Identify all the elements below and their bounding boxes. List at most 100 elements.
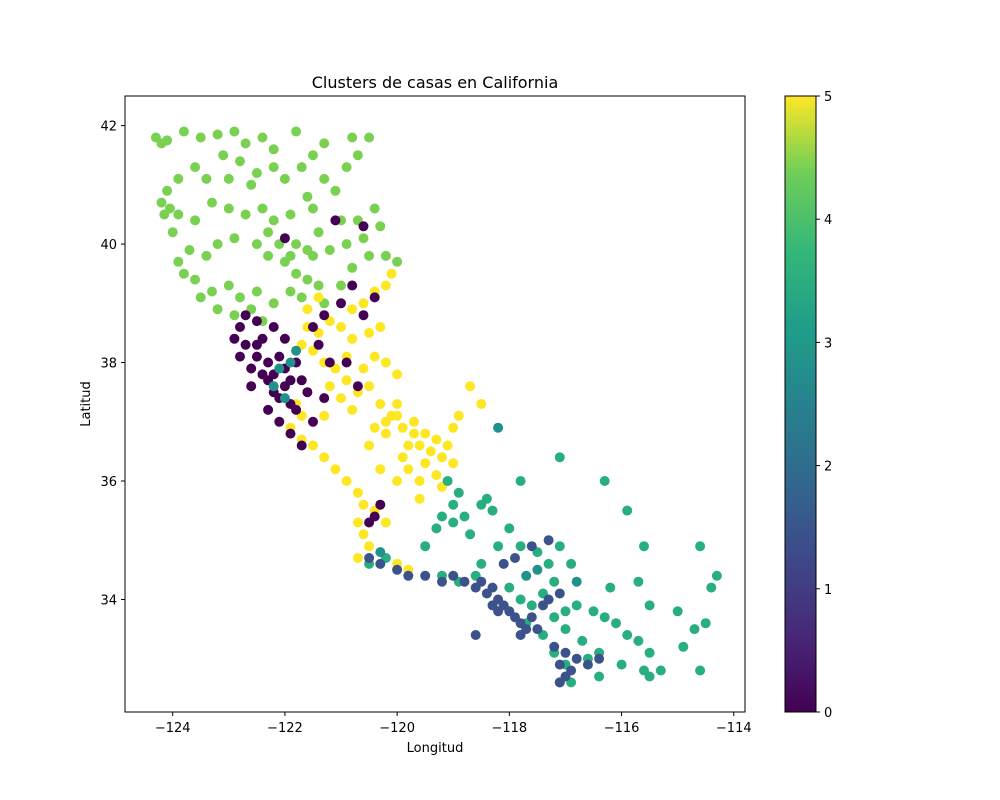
data-point: [571, 600, 582, 611]
data-point: [711, 570, 722, 581]
data-point: [358, 233, 369, 244]
data-point: [644, 647, 655, 658]
data-point: [414, 476, 425, 486]
data-point: [358, 221, 369, 232]
data-point: [302, 191, 313, 202]
data-point: [364, 553, 375, 563]
data-point: [577, 635, 588, 646]
data-point: [235, 351, 245, 362]
colorbar-tick-label: 5: [824, 90, 832, 105]
data-point: [369, 203, 380, 214]
data-point: [448, 458, 459, 469]
data-point: [324, 381, 335, 392]
data-point: [190, 215, 201, 226]
data-point: [347, 333, 358, 344]
data-point: [375, 499, 386, 510]
data-point: [375, 547, 386, 558]
y-tick-label: 38: [100, 357, 117, 372]
colorbar-tick-label: 1: [824, 583, 832, 598]
data-point: [380, 280, 391, 291]
data-point: [672, 606, 683, 617]
data-point: [352, 517, 363, 528]
data-point: [487, 600, 498, 611]
data-point: [190, 162, 201, 173]
data-point: [437, 576, 447, 587]
data-point: [611, 618, 621, 629]
data-point: [695, 665, 706, 676]
data-point: [380, 428, 391, 439]
data-point: [465, 529, 476, 540]
data-point: [448, 517, 459, 528]
data-point: [251, 239, 262, 250]
data-point: [268, 162, 279, 173]
data-point: [639, 541, 649, 552]
data-point: [235, 156, 245, 167]
data-point: [207, 286, 217, 297]
data-point: [364, 440, 375, 451]
data-point: [392, 476, 403, 486]
data-point: [599, 476, 610, 486]
data-point: [375, 464, 386, 475]
data-point: [308, 440, 318, 451]
x-tick-label: −120: [379, 721, 415, 736]
data-point: [364, 517, 375, 528]
data-point: [403, 464, 414, 475]
data-point: [341, 375, 352, 386]
data-point: [560, 647, 571, 658]
data-point: [285, 428, 296, 439]
data-point: [549, 641, 560, 652]
data-point: [375, 558, 386, 569]
data-point: [532, 564, 543, 575]
data-point: [291, 126, 302, 137]
data-point: [263, 404, 274, 415]
y-axis-label: Latitud: [79, 381, 94, 427]
data-point: [409, 416, 419, 427]
data-point: [425, 446, 436, 457]
data-point: [201, 250, 212, 261]
data-point: [347, 404, 358, 415]
data-point: [268, 322, 279, 332]
data-point: [622, 630, 633, 640]
data-point: [706, 582, 717, 593]
data-point: [251, 351, 262, 362]
data-point: [403, 570, 414, 581]
y-tick-label: 34: [100, 593, 117, 608]
data-point: [291, 239, 302, 250]
data-point: [347, 262, 358, 273]
data-point: [515, 594, 526, 605]
data-point: [274, 363, 285, 374]
data-point: [285, 375, 296, 386]
data-point: [195, 292, 206, 303]
data-point: [263, 227, 274, 238]
data-point: [420, 458, 431, 469]
data-point: [616, 659, 627, 670]
data-point: [470, 582, 481, 593]
data-point: [554, 677, 565, 688]
data-point: [324, 357, 335, 368]
data-point: [599, 612, 610, 623]
data-point: [431, 470, 442, 481]
data-point: [414, 440, 425, 451]
data-point: [218, 150, 229, 161]
data-point: [347, 132, 358, 143]
data-point: [543, 558, 554, 569]
data-point: [594, 653, 605, 664]
data-point: [240, 310, 251, 321]
data-point: [358, 529, 369, 540]
data-point: [566, 665, 577, 676]
x-tick-label: −124: [155, 721, 191, 736]
data-point: [605, 582, 616, 593]
data-point: [437, 511, 447, 522]
data-point: [156, 197, 167, 208]
data-point: [448, 570, 459, 581]
data-point: [291, 268, 302, 279]
data-point: [341, 476, 352, 486]
data-point: [263, 357, 274, 368]
data-point: [442, 440, 453, 451]
data-point: [364, 327, 375, 338]
data-point: [526, 541, 537, 552]
data-point: [459, 576, 470, 587]
data-point: [526, 612, 537, 623]
data-point: [173, 173, 184, 184]
data-point: [330, 464, 341, 475]
